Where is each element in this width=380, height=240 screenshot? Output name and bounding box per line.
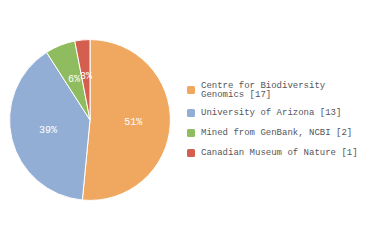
svg-text:Canadian Museum of Nature [1]: Canadian Museum of Nature [1] bbox=[201, 148, 358, 158]
svg-text:51%: 51% bbox=[124, 117, 142, 128]
svg-text:39%: 39% bbox=[39, 125, 57, 136]
svg-text:University of Arizona [13]: University of Arizona [13] bbox=[201, 108, 341, 118]
svg-text:Mined from GenBank, NCBI [2]: Mined from GenBank, NCBI [2] bbox=[201, 128, 352, 138]
svg-text:Centre for Biodiversity: Centre for Biodiversity bbox=[201, 80, 326, 91]
svg-text:Genomics [17]: Genomics [17] bbox=[201, 90, 271, 100]
svg-text:6%: 6% bbox=[68, 74, 80, 85]
svg-text:3%: 3% bbox=[80, 71, 92, 82]
